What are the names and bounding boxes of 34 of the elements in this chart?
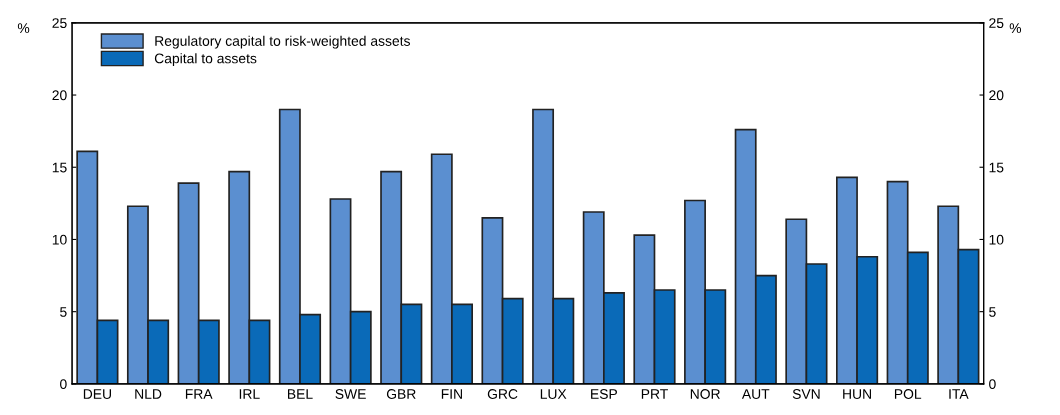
x-tick-label: FRA bbox=[185, 389, 213, 399]
y-tick-label: 5 bbox=[60, 307, 67, 317]
x-tick-label: SVN bbox=[792, 389, 820, 399]
x-tick-label: LUX bbox=[540, 389, 567, 399]
x-tick-label: PRT bbox=[641, 389, 668, 399]
y-tick-label: 25 bbox=[52, 18, 67, 28]
x-tick-label: NLD bbox=[135, 389, 162, 399]
y-tick-label: 0 bbox=[60, 379, 67, 390]
x-tick-label: BEL bbox=[287, 389, 313, 399]
y2-axis-title: % bbox=[1009, 23, 1022, 33]
x-tick-label: SWE bbox=[335, 389, 366, 399]
x-tick-label: GRC bbox=[487, 389, 518, 399]
y2-tick-label: 5 bbox=[989, 307, 996, 317]
y2-tick-label: 15 bbox=[989, 162, 1004, 173]
x-tick-label: ESP bbox=[591, 389, 618, 399]
y2-tick-label: 25 bbox=[989, 18, 1004, 28]
y-tick-label: 15 bbox=[52, 162, 67, 173]
y-tick-label: 10 bbox=[52, 234, 67, 245]
x-tick-label: POL bbox=[894, 389, 922, 399]
y2-tick-label: 20 bbox=[989, 90, 1004, 101]
y-tick-label: 20 bbox=[52, 90, 67, 101]
x-tick-label: DEU bbox=[83, 389, 111, 399]
y-axis-title: % bbox=[17, 23, 30, 33]
legend-label: Regulatory capital to risk-weighted assets bbox=[155, 35, 410, 49]
x-tick-label: AUT bbox=[741, 389, 770, 399]
x-tick-label: IRL bbox=[239, 389, 260, 399]
y2-tick-label: 0 bbox=[989, 379, 996, 390]
x-tick-label: FIN bbox=[441, 389, 462, 399]
x-tick-label: NOR bbox=[690, 389, 720, 399]
y2-tick-label: 10 bbox=[989, 234, 1004, 245]
x-tick-label: HUN bbox=[843, 389, 871, 399]
x-tick-label: ITA bbox=[949, 389, 969, 399]
x-tick-label: GBR bbox=[386, 389, 416, 399]
legend-label: Capital to assets bbox=[154, 53, 257, 67]
